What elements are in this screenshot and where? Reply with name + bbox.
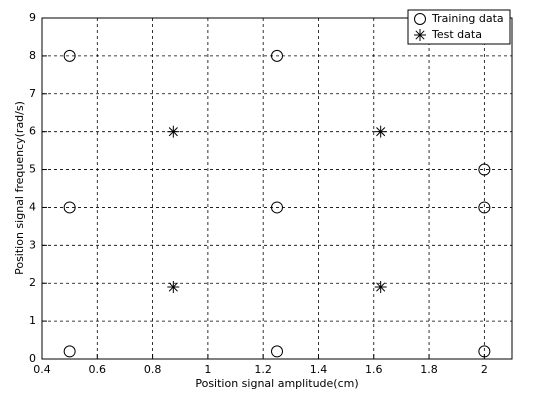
legend-label: Training data — [431, 12, 504, 25]
y-tick-label: 9 — [29, 11, 36, 24]
point-stroke — [376, 127, 386, 137]
point — [374, 281, 387, 294]
y-tick-label: 8 — [29, 49, 36, 62]
y-tick-label: 5 — [29, 163, 36, 176]
point — [271, 345, 283, 358]
point — [374, 125, 387, 138]
plot-frame — [41, 17, 513, 360]
x-tick-label: 1.6 — [365, 363, 383, 376]
legend-marker — [414, 29, 426, 41]
x-tick-label: 0.4 — [33, 363, 51, 376]
y-tick-label: 3 — [29, 238, 36, 251]
point — [63, 49, 76, 62]
point — [167, 281, 180, 294]
y-tick-label: 0 — [29, 352, 36, 365]
point — [478, 201, 491, 214]
point — [271, 201, 283, 214]
point — [167, 125, 180, 138]
point-stroke — [168, 282, 178, 292]
legend-box — [407, 9, 511, 45]
y-tick-label: 4 — [29, 200, 36, 213]
point — [478, 345, 491, 358]
y-axis-label: Position signal frequency(rad/s) — [13, 101, 26, 275]
x-tick-label: 1 — [204, 363, 211, 376]
point-stroke — [415, 30, 425, 40]
y-tick-label: 7 — [29, 87, 36, 100]
point — [478, 163, 491, 176]
y-tick-label: 2 — [29, 276, 36, 289]
point — [63, 201, 76, 214]
x-tick-label: 0.6 — [89, 363, 107, 376]
x-tick-label: 2 — [481, 363, 488, 376]
point-stroke — [168, 127, 178, 137]
legend-marker — [414, 13, 426, 25]
x-tick-label: 1.4 — [310, 363, 328, 376]
x-axis-label: Position signal amplitude(cm) — [195, 377, 358, 390]
x-tick-label: 0.8 — [144, 363, 162, 376]
y-tick-label: 6 — [29, 125, 36, 138]
y-tick-label: 1 — [29, 314, 36, 327]
point — [271, 49, 283, 62]
x-tick-label: 1.8 — [420, 363, 438, 376]
legend-label: Test data — [431, 28, 482, 41]
point — [63, 345, 76, 358]
x-tick-label: 1.2 — [254, 363, 272, 376]
point-stroke — [376, 282, 386, 292]
